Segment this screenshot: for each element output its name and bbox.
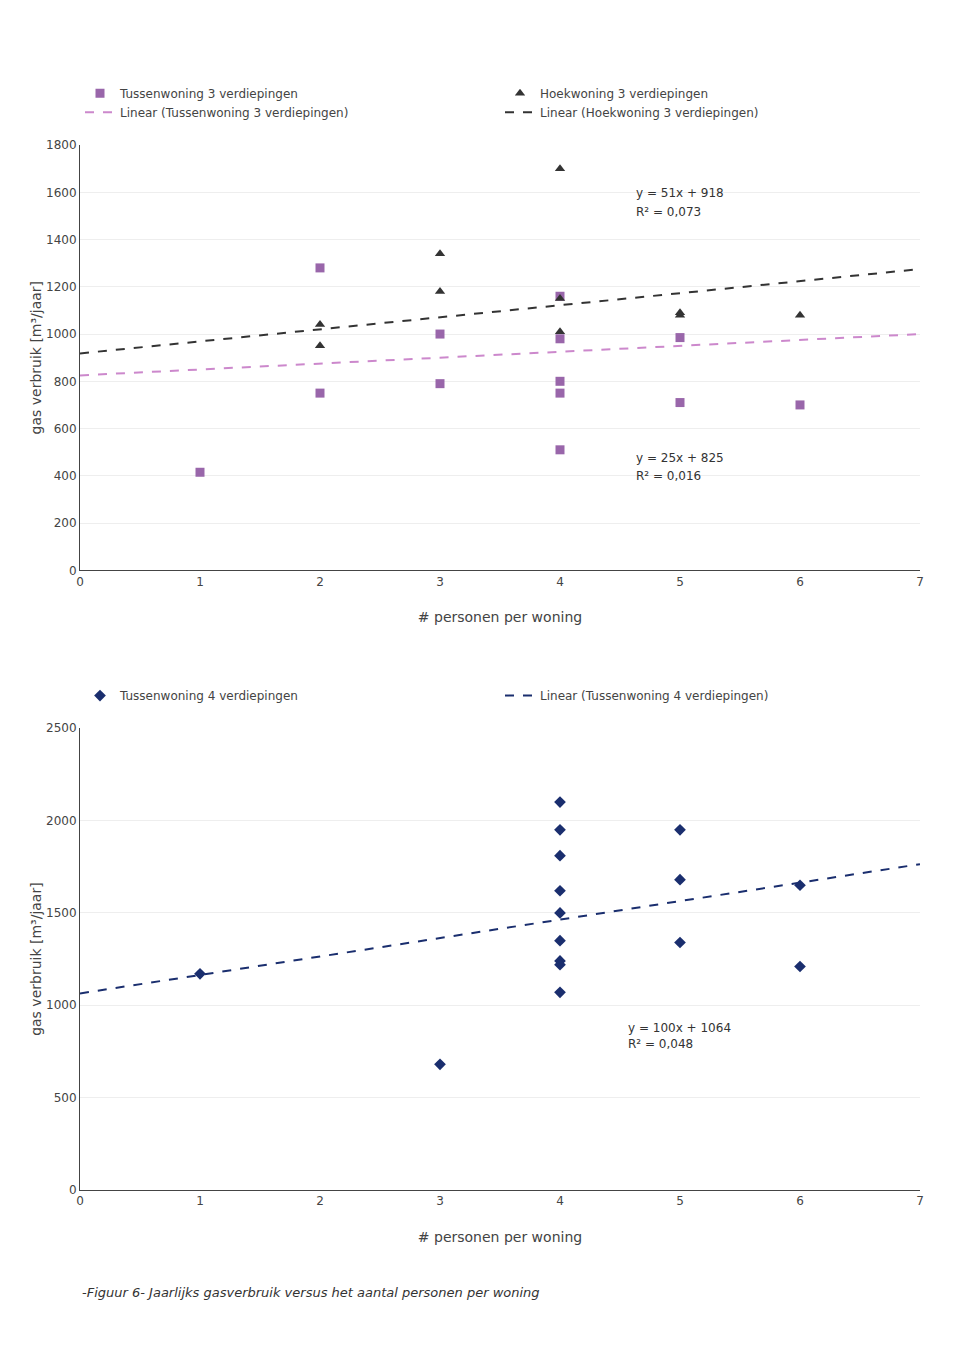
svg-text:0: 0 <box>76 1194 84 1208</box>
svg-text:1800: 1800 <box>46 138 77 152</box>
svg-text:R² = 0,016: R² = 0,016 <box>636 469 701 483</box>
svg-text:Tussenwoning 4 verdiepingen: Tussenwoning 4 verdiepingen <box>119 689 298 703</box>
svg-text:Hoekwoning 3 verdiepingen: Hoekwoning 3 verdiepingen <box>540 87 708 101</box>
svg-text:# personen per woning: # personen per woning <box>418 1229 582 1245</box>
svg-text:R² = 0,073: R² = 0,073 <box>636 205 701 219</box>
svg-text:3: 3 <box>436 575 444 589</box>
svg-text:3: 3 <box>436 1194 444 1208</box>
svg-text:0: 0 <box>69 564 77 578</box>
svg-text:-Figuur 6- Jaarlijks gasverbru: -Figuur 6- Jaarlijks gasverbruik versus … <box>82 1285 540 1300</box>
svg-text:Linear (Hoekwoning 3 verdiepin: Linear (Hoekwoning 3 verdiepingen) <box>540 106 758 120</box>
svg-text:y = 25x + 825: y = 25x + 825 <box>636 451 724 465</box>
svg-text:600: 600 <box>54 422 77 436</box>
svg-text:400: 400 <box>54 469 77 483</box>
svg-text:y = 51x + 918: y = 51x + 918 <box>636 186 724 200</box>
svg-text:2: 2 <box>316 575 324 589</box>
svg-text:Tussenwoning 3 verdiepingen: Tussenwoning 3 verdiepingen <box>119 87 298 101</box>
svg-text:1000: 1000 <box>46 327 77 341</box>
svg-text:200: 200 <box>54 516 77 530</box>
svg-text:5: 5 <box>676 575 684 589</box>
svg-text:1: 1 <box>196 575 204 589</box>
svg-text:4: 4 <box>556 1194 564 1208</box>
svg-text:1500: 1500 <box>46 906 77 920</box>
svg-text:5: 5 <box>676 1194 684 1208</box>
svg-text:Linear (Tussenwoning 3 verdiep: Linear (Tussenwoning 3 verdiepingen) <box>120 106 348 120</box>
svg-text:# personen per woning: # personen per woning <box>418 609 582 625</box>
svg-text:1: 1 <box>196 1194 204 1208</box>
svg-text:1000: 1000 <box>46 998 77 1012</box>
svg-text:gas verbruik [m³/jaar]: gas verbruik [m³/jaar] <box>28 882 44 1036</box>
svg-text:2500: 2500 <box>46 721 77 735</box>
svg-text:6: 6 <box>796 575 804 589</box>
svg-text:1400: 1400 <box>46 233 77 247</box>
svg-text:4: 4 <box>556 575 564 589</box>
svg-text:500: 500 <box>54 1091 77 1105</box>
svg-text:6: 6 <box>796 1194 804 1208</box>
svg-text:2000: 2000 <box>46 814 77 828</box>
svg-text:gas verbruik [m³/jaar]: gas verbruik [m³/jaar] <box>28 281 44 435</box>
svg-text:R² = 0,048: R² = 0,048 <box>628 1037 693 1051</box>
svg-text:Linear (Tussenwoning 4 verdiep: Linear (Tussenwoning 4 verdiepingen) <box>540 689 768 703</box>
svg-text:2: 2 <box>316 1194 324 1208</box>
svg-text:0: 0 <box>69 1183 77 1197</box>
svg-text:y = 100x + 1064: y = 100x + 1064 <box>628 1021 731 1035</box>
svg-text:7: 7 <box>916 575 924 589</box>
svg-text:7: 7 <box>916 1194 924 1208</box>
svg-text:800: 800 <box>54 375 77 389</box>
svg-text:0: 0 <box>76 575 84 589</box>
svg-text:1600: 1600 <box>46 186 77 200</box>
svg-text:1200: 1200 <box>46 280 77 294</box>
